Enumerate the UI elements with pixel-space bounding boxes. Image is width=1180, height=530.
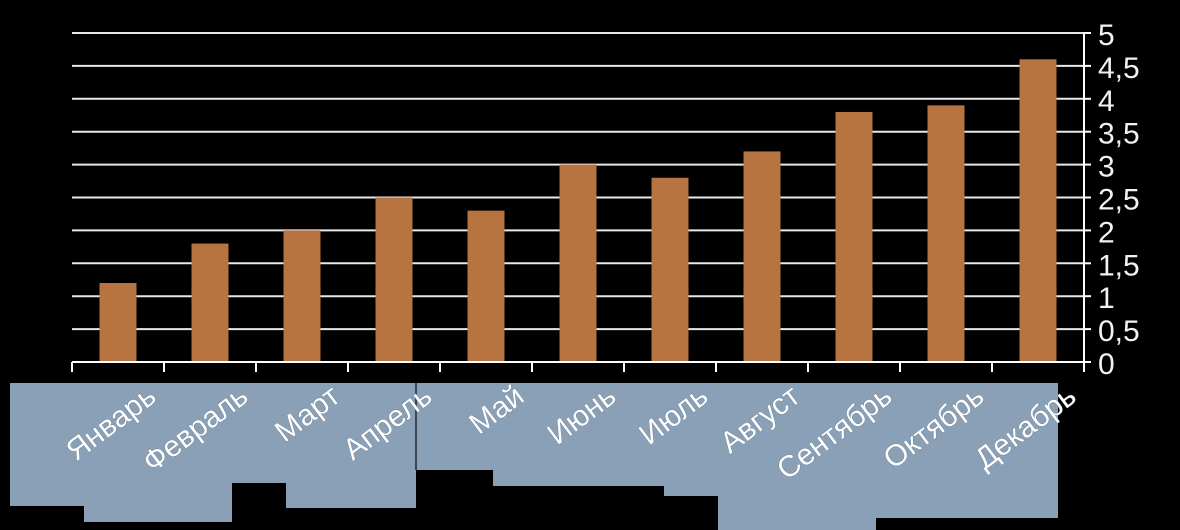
bar (651, 177, 689, 362)
y-tick-label: 5 (1098, 19, 1115, 52)
bar-series (99, 59, 1057, 363)
y-tick-label: 1,5 (1098, 249, 1140, 282)
bar (559, 164, 597, 362)
y-tick-label: 2,5 (1098, 184, 1140, 217)
bar (191, 243, 229, 362)
y-tick-label: 1 (1098, 282, 1115, 315)
y-tick-label: 0 (1098, 348, 1115, 381)
y-tick-labels: 00,511,522,533,544,55 (1098, 19, 1140, 381)
bar (283, 230, 321, 362)
y-tick-label: 3 (1098, 151, 1115, 184)
bar (1019, 59, 1057, 362)
y-tick-label: 4,5 (1098, 52, 1140, 85)
bar (743, 151, 781, 362)
y-tick-label: 0,5 (1098, 315, 1140, 348)
category-label-panel-shape (10, 383, 1058, 530)
bar (467, 210, 505, 362)
category-label-panel (10, 383, 1058, 530)
gridlines (72, 32, 1084, 331)
axes (71, 32, 1091, 372)
y-tick-label: 2 (1098, 216, 1115, 249)
y-tick-label: 4 (1098, 85, 1115, 118)
bar (835, 111, 873, 363)
bar (375, 197, 413, 362)
bar (99, 283, 137, 362)
bar (927, 105, 965, 362)
y-tick-label: 3,5 (1098, 118, 1140, 151)
